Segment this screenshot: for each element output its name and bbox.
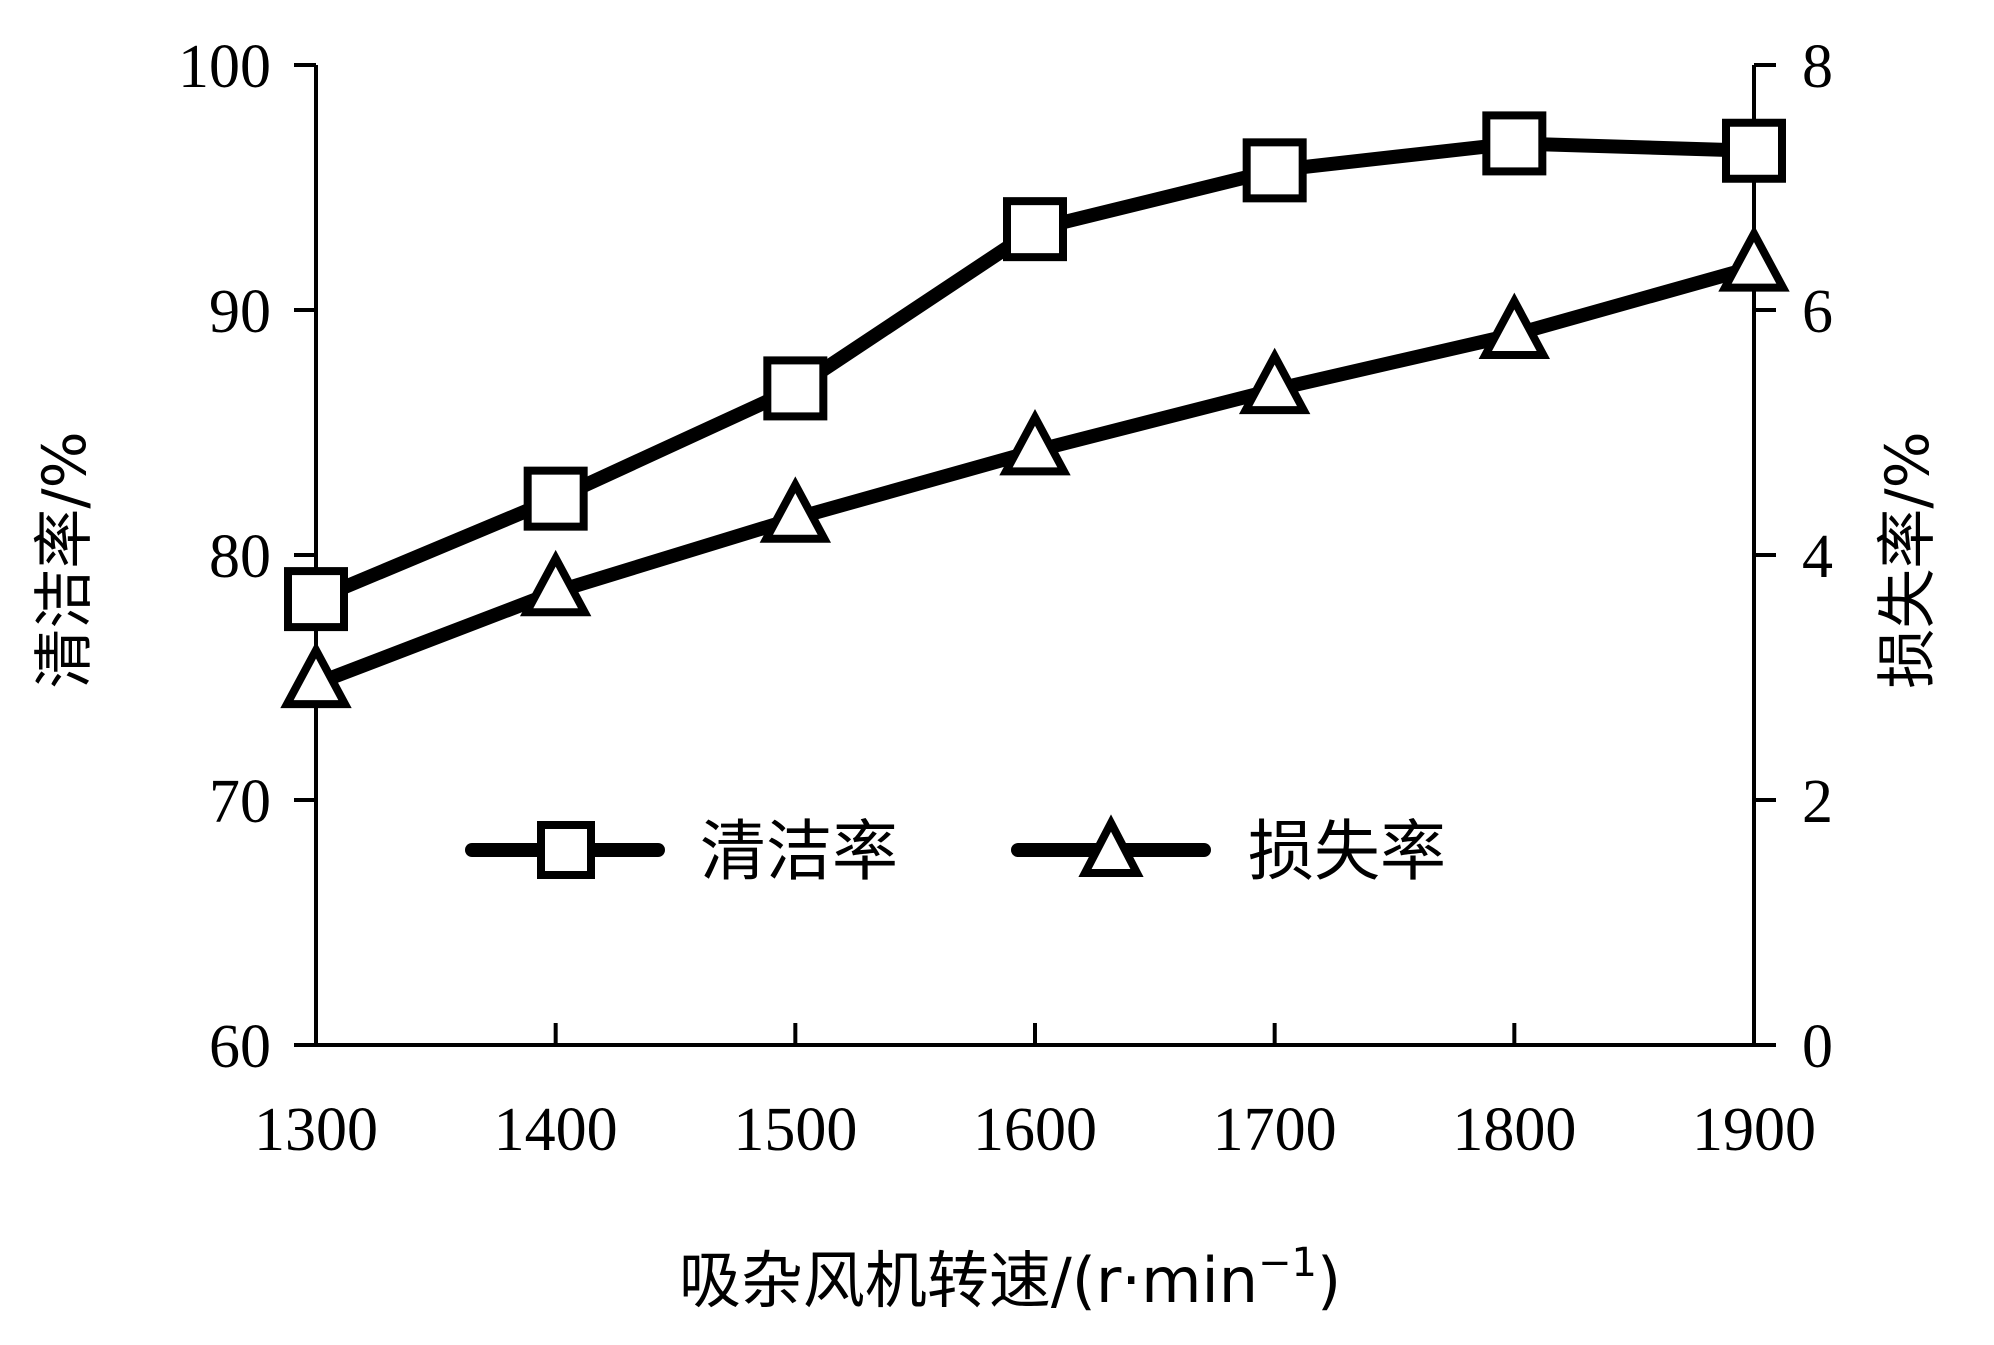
data-point-triangle (1478, 292, 1551, 360)
series (280, 111, 1790, 709)
x-tick-label: 1900 (1692, 1096, 1816, 1164)
data-point-square (1242, 138, 1307, 203)
x-tick-label: 1500 (733, 1096, 857, 1164)
legend-marker-square (537, 821, 595, 879)
x-tick-label: 1700 (1213, 1096, 1337, 1164)
data-point-square (1482, 111, 1547, 176)
x-tick-label: 1300 (254, 1096, 378, 1164)
data-point-triangle (1238, 347, 1311, 415)
x-axis-label-sup: −1 (1258, 1240, 1317, 1286)
x-tick-label: 1800 (1452, 1096, 1576, 1164)
x-axis-label-end: ) (1317, 1244, 1341, 1317)
data-point-square (763, 356, 828, 421)
x-axis-label-main: 吸杂风机转速/(r·min (679, 1244, 1258, 1317)
x-tick-label: 1400 (494, 1096, 618, 1164)
y-left-tick-label: 90 (209, 278, 271, 346)
y-right-tick-label: 2 (1802, 768, 1833, 836)
legend-item-clean-rate: 清洁率 (465, 813, 898, 890)
y-axis-left-label: 清洁率/% (30, 431, 100, 688)
y-axis-right-label: 损失率/% (1873, 431, 1943, 688)
legend-item-loss-rate: 损失率 (1011, 813, 1446, 890)
y-right-tick-label: 6 (1802, 278, 1833, 346)
legend-marker-triangle (1078, 814, 1144, 877)
legend-label-clean-rate: 清洁率 (700, 813, 898, 890)
data-point-triangle (519, 549, 592, 617)
data-point-triangle (759, 476, 832, 543)
y-left-tick-label: 60 (209, 1013, 271, 1081)
data-point-square (1003, 197, 1067, 262)
data-point-square (1722, 118, 1786, 183)
data-point-triangle (999, 408, 1071, 476)
ticks: 1300 1400 1500 1600 1700 1800 1900 60 70 80 90 100 0… (178, 33, 1833, 1164)
y-left-tick-label: 80 (209, 523, 271, 591)
x-tick-label: 1600 (973, 1096, 1097, 1164)
data-point-triangle (280, 641, 352, 709)
y-left-tick-label: 100 (178, 33, 271, 101)
data-point-square (284, 567, 348, 632)
legend: 清洁率 损失率 (465, 813, 1446, 890)
y-left-tick-label: 70 (209, 768, 271, 836)
data-point-square (523, 466, 588, 531)
y-right-tick-label: 4 (1802, 523, 1833, 591)
y-right-tick-label: 0 (1802, 1013, 1833, 1081)
data-point-triangle (1718, 225, 1790, 292)
x-axis-label: 吸杂风机转速/(r·min−1) (679, 1240, 1341, 1317)
legend-label-loss-rate: 损失率 (1248, 813, 1446, 890)
y-right-tick-label: 8 (1802, 33, 1833, 101)
